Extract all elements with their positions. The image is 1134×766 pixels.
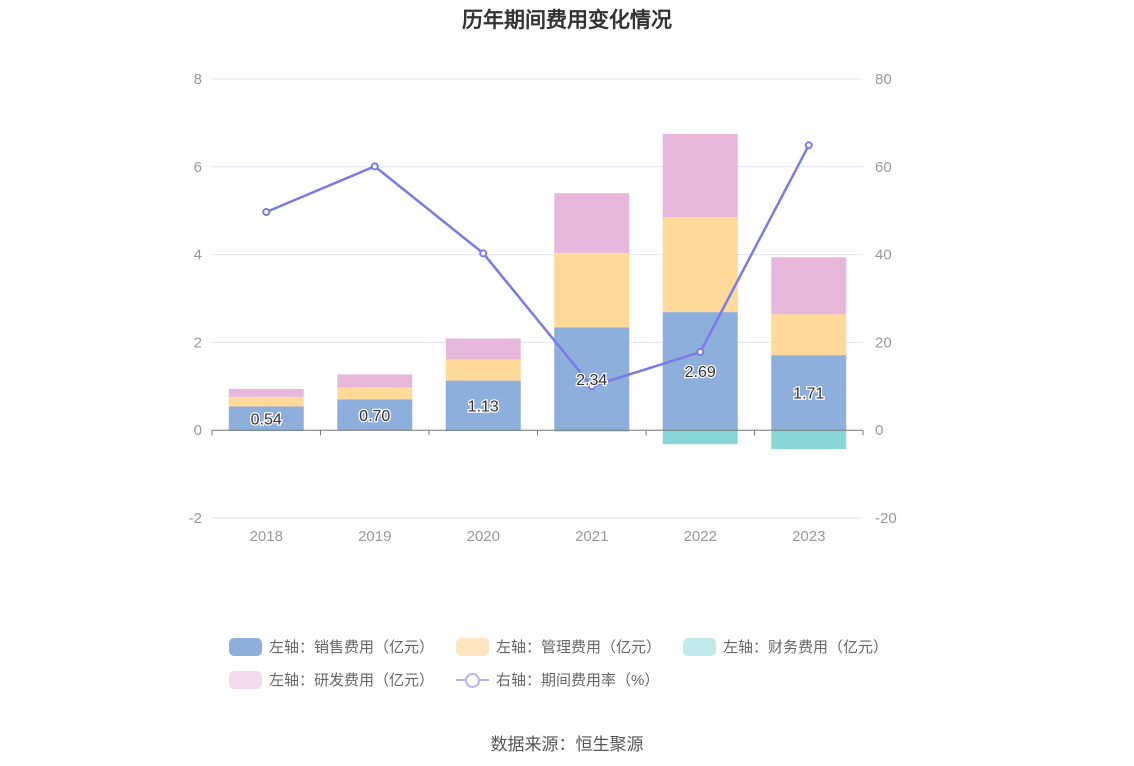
- bar-segment-0-2020: [445, 380, 521, 431]
- bar-segment-1-2020: [445, 359, 521, 381]
- sales-data-label: 2.69: [685, 364, 716, 381]
- bar-segment-3-2021: [554, 193, 630, 253]
- expense-rate-point-2022: [696, 348, 705, 357]
- legend-swatch-admin: [456, 637, 490, 656]
- sales-data-label: 0.54: [251, 411, 282, 428]
- x-tick-label: 2021: [575, 528, 608, 545]
- chart-plot: 8 80 6 60 4 40 2 20 0 0 -2 -20 2018 2019 2020 2021 2022 2…: [189, 71, 897, 545]
- y-left-tick-label: 8: [194, 71, 202, 88]
- legend-label-admin: 左轴：管理费用（亿元）: [496, 639, 662, 656]
- bar-segment-0-2018: [228, 406, 304, 431]
- x-tick-label: 2023: [792, 528, 825, 545]
- bar-segment-3-2020: [445, 338, 521, 360]
- expense-rate-line: [265, 144, 810, 388]
- sales-data-label: 1.71: [793, 386, 824, 403]
- legend-line-marker-icon: [456, 671, 490, 689]
- bar-segment-2-2023: [771, 430, 847, 450]
- bar-segment-3-2018: [228, 388, 304, 397]
- bar-segment-3-2019: [337, 374, 413, 388]
- legend-swatch-finance: [683, 637, 717, 656]
- y-right-tick-label: 20: [875, 334, 892, 351]
- bar-segment-1-2019: [337, 387, 413, 400]
- y-left-tick-label: 4: [194, 247, 202, 264]
- sales-data-label: 1.13: [468, 398, 499, 415]
- y-right-tick-label: 80: [875, 71, 892, 88]
- bar-segment-2-2021: [554, 430, 630, 432]
- x-tick-label: 2019: [358, 528, 391, 545]
- bar-segment-1-2022: [662, 217, 738, 313]
- legend-label-sales: 左轴：销售费用（亿元）: [269, 639, 435, 656]
- data-source: 数据来源：恒生聚源: [490, 735, 644, 754]
- expense-rate-point-2020: [479, 249, 488, 258]
- y-left-tick-label: 6: [194, 159, 202, 176]
- chart-legend: 左轴：销售费用（亿元） 左轴：管理费用（亿元） 左轴：财务费用（亿元） 左轴：研…: [229, 630, 929, 696]
- bar-segment-1-2018: [228, 396, 304, 407]
- x-tick-label: 2022: [684, 528, 717, 545]
- legend-item-finance[interactable]: 左轴：财务费用（亿元）: [683, 636, 888, 657]
- y-left-tick-label: 0: [194, 422, 202, 439]
- bar-segment-1-2021: [554, 252, 630, 328]
- legend-swatch-rnd: [229, 670, 262, 689]
- bar-segment-3-2023: [771, 257, 847, 315]
- y-right-tick-label: 60: [875, 159, 892, 176]
- legend-item-rnd[interactable]: 左轴：研发费用（亿元）: [229, 669, 434, 690]
- legend-label-expense-rate: 右轴：期间费用率（%）: [496, 672, 660, 689]
- legend-item-admin[interactable]: 左轴：管理费用（亿元）: [456, 636, 661, 657]
- sales-data-label: 2.34: [576, 372, 607, 389]
- expense-rate-point-2019: [370, 162, 379, 171]
- chart-title: 历年期间费用变化情况: [462, 9, 672, 32]
- sales-data-label: 0.70: [359, 408, 390, 425]
- expense-rate-point-2018: [262, 208, 271, 217]
- y-right-tick-label: -20: [875, 510, 897, 527]
- y-right-tick-label: 40: [875, 247, 892, 264]
- expense-rate-point-2023: [804, 141, 813, 150]
- bar-segment-1-2023: [771, 314, 847, 356]
- bar-segment-2-2022: [662, 430, 738, 445]
- bar-segment-3-2022: [662, 133, 738, 218]
- x-tick-label: 2018: [250, 528, 283, 545]
- y-left-tick-label: -2: [189, 510, 202, 527]
- y-right-tick-label: 0: [875, 422, 883, 439]
- legend-label-rnd: 左轴：研发费用（亿元）: [269, 672, 435, 689]
- expense-rate-point-2021: [587, 382, 596, 391]
- bar-segment-0-2019: [337, 399, 413, 431]
- legend-item-sales[interactable]: 左轴：销售费用（亿元）: [229, 636, 434, 657]
- bar-segment-0-2023: [771, 355, 847, 431]
- legend-label-finance: 左轴：财务费用（亿元）: [723, 639, 889, 656]
- legend-item-expense-rate[interactable]: 右轴：期间费用率（%）: [456, 669, 659, 690]
- y-left-tick-label: 2: [194, 334, 202, 351]
- bar-segment-0-2022: [662, 312, 738, 431]
- legend-swatch-sales: [229, 637, 262, 656]
- x-tick-label: 2020: [467, 528, 500, 545]
